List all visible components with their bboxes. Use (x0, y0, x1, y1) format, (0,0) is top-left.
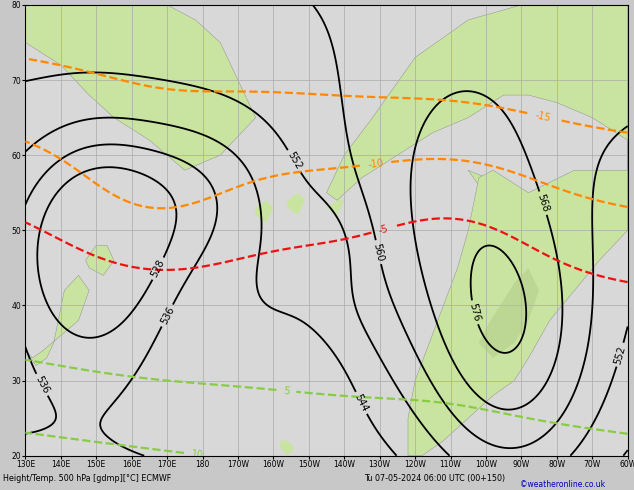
Text: 544: 544 (353, 392, 370, 414)
Polygon shape (25, 5, 256, 170)
Text: 536: 536 (33, 374, 51, 395)
Text: 5: 5 (283, 386, 290, 396)
Text: 576: 576 (467, 302, 482, 323)
Polygon shape (86, 245, 114, 275)
Polygon shape (469, 140, 628, 245)
Polygon shape (280, 441, 295, 456)
Text: 560: 560 (372, 242, 385, 262)
Text: Height/Temp. 500 hPa [gdmp][°C] ECMWF: Height/Temp. 500 hPa [gdmp][°C] ECMWF (3, 474, 171, 483)
Polygon shape (25, 275, 89, 366)
Polygon shape (408, 170, 628, 456)
Text: 10: 10 (191, 449, 204, 460)
Text: 552: 552 (285, 150, 303, 172)
Polygon shape (327, 200, 344, 215)
Text: Tu 07-05-2024 06:00 UTC (00+150): Tu 07-05-2024 06:00 UTC (00+150) (365, 474, 506, 483)
Text: 528: 528 (150, 258, 167, 279)
Text: -5: -5 (377, 223, 389, 236)
Text: 552: 552 (612, 344, 628, 365)
Text: 568: 568 (536, 193, 551, 214)
Text: -15: -15 (534, 110, 552, 123)
Text: ©weatheronline.co.uk: ©weatheronline.co.uk (520, 480, 605, 489)
Polygon shape (288, 193, 305, 215)
Polygon shape (479, 268, 539, 358)
Text: -10: -10 (367, 158, 384, 170)
Polygon shape (327, 5, 628, 200)
Text: 536: 536 (158, 305, 176, 326)
Polygon shape (256, 200, 273, 223)
